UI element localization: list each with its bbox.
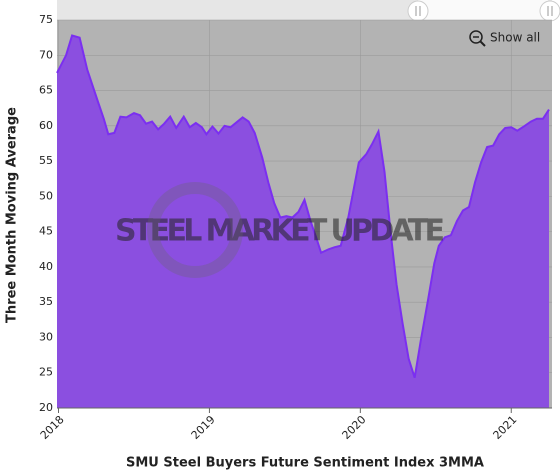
line <box>56 34 550 378</box>
y-tick-label: 75 <box>39 13 53 26</box>
show-all-button[interactable]: Show all <box>490 31 540 45</box>
watermark-logo <box>147 182 243 278</box>
zoom-icon <box>479 40 486 47</box>
x-tick-label: 2021 <box>491 413 520 442</box>
x-axis-title: SMU Steel Buyers Future Sentiment Index … <box>126 456 484 471</box>
y-tick-label: 40 <box>39 260 53 273</box>
y-tick-label: 65 <box>39 84 53 97</box>
x-tick-label: 2019 <box>189 413 218 442</box>
y-tick-label: 25 <box>39 366 53 379</box>
x-tick-label: 2018 <box>38 413 67 442</box>
zoom-icon <box>469 30 483 44</box>
y-tick-label: 50 <box>39 189 53 202</box>
y-tick-label: 35 <box>39 295 53 308</box>
y-tick-label: 30 <box>39 330 53 343</box>
navigator-handle[interactable] <box>407 0 429 22</box>
y-tick-label: 55 <box>39 154 53 167</box>
navigator-handle[interactable] <box>539 0 560 22</box>
y-tick-label: 60 <box>39 119 53 132</box>
x-tick-label: 2020 <box>340 413 369 442</box>
y-tick-label: 20 <box>39 401 53 414</box>
y-tick-label: 70 <box>39 48 53 61</box>
navigator-range[interactable] <box>418 0 548 20</box>
watermark: STEEL MARKET UPDATE <box>115 214 445 249</box>
y-axis-title: Three Month Moving Average <box>5 107 20 323</box>
y-tick-label: 45 <box>39 225 53 238</box>
